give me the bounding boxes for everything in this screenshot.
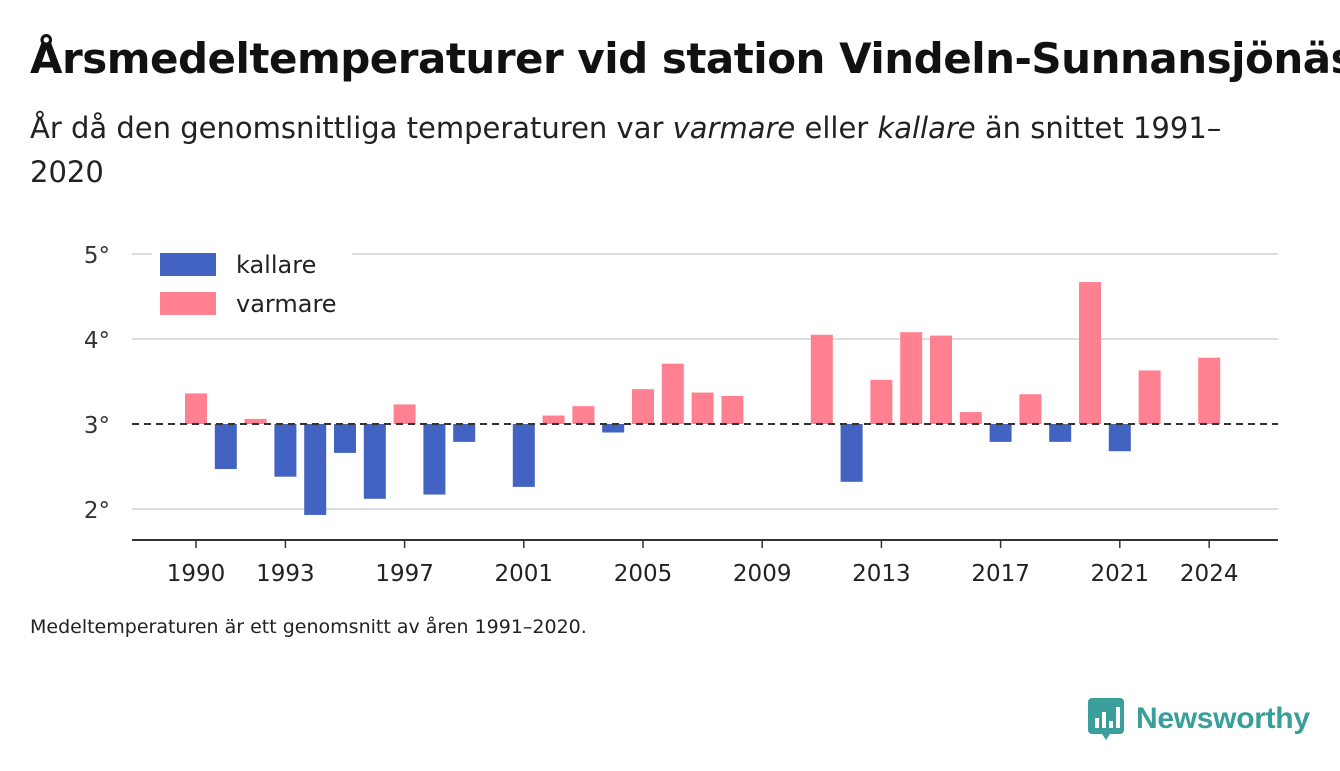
bar-warmer: [870, 379, 893, 424]
bar-colder: [304, 424, 327, 515]
bar-warmer: [721, 395, 744, 424]
x-tick-label: 2017: [971, 561, 1030, 587]
legend-swatch-colder: [160, 253, 216, 276]
chart-subtitle: År då den genomsnittliga temperaturen va…: [30, 106, 1230, 194]
bar-warmer: [810, 334, 833, 424]
subtitle-colder: kallare: [877, 111, 976, 145]
newsworthy-logo: Newsworthy: [1088, 698, 1310, 740]
bar-warmer: [1138, 370, 1161, 424]
bar-warmer: [1019, 394, 1042, 424]
newsworthy-logo-icon: [1088, 698, 1124, 740]
y-tick-label: 3°: [84, 413, 110, 439]
bar-warmer: [1198, 357, 1221, 424]
bar-colder: [453, 424, 476, 442]
y-tick-label: 4°: [84, 328, 110, 354]
bar-colder: [363, 424, 386, 499]
bar-warmer: [632, 389, 654, 424]
x-tick-label: 1997: [375, 561, 434, 587]
bar-colder: [334, 424, 356, 453]
x-tick-label: 2021: [1091, 561, 1150, 587]
subtitle-text-1: År då den genomsnittliga temperaturen va…: [30, 111, 673, 145]
bar-colder: [423, 424, 446, 495]
x-tick-label: 2024: [1180, 561, 1239, 587]
temperature-bar-chart: 2° 3° 4° 5° 1990 1993 1997 2001 2005 2009 2013 2017…: [84, 243, 1278, 587]
bar-warmer: [185, 393, 207, 424]
subtitle-warmer: varmare: [672, 111, 796, 145]
legend-label-colder: kallare: [236, 251, 316, 279]
y-tick-label: 2°: [84, 498, 110, 524]
bar-warmer: [244, 418, 267, 424]
bar-warmer: [393, 404, 416, 424]
bar-colder: [1049, 424, 1072, 442]
bar-colder: [214, 424, 237, 470]
legend-swatch-warmer: [160, 292, 216, 315]
x-tick-label: 1993: [256, 561, 315, 587]
bar-warmer: [1079, 282, 1101, 424]
bar-colder: [1108, 424, 1131, 452]
newsworthy-logo-text: Newsworthy: [1136, 702, 1310, 735]
x-tick-label: 2009: [733, 561, 792, 587]
bar-warmer: [959, 412, 982, 424]
x-tick-label: 2001: [495, 561, 554, 587]
footnote: Medeltemperaturen är ett genomsnitt av å…: [30, 616, 587, 638]
bar-warmer: [542, 415, 565, 424]
chart-title: Årsmedeltemperaturer vid station Vindeln…: [30, 34, 1340, 83]
legend-label-warmer: varmare: [236, 290, 337, 318]
bar-colder: [602, 424, 625, 433]
x-tick-label: 2005: [614, 561, 673, 587]
bar-colder: [512, 424, 535, 487]
bar-colder: [989, 424, 1012, 442]
bar-warmer: [691, 392, 714, 424]
bar-warmer: [572, 406, 595, 424]
subtitle-text-2: eller: [795, 111, 878, 145]
bar-warmer: [930, 335, 952, 424]
subtitle-text-3: än snittet 1991–2020: [30, 111, 1222, 189]
bar-warmer: [661, 363, 684, 424]
bar-colder: [840, 424, 863, 482]
bar-warmer: [900, 332, 923, 424]
x-tick-label: 1990: [167, 561, 226, 587]
x-tick-label: 2013: [852, 561, 911, 587]
y-tick-label: 5°: [84, 243, 110, 269]
bar-colder: [274, 424, 297, 477]
